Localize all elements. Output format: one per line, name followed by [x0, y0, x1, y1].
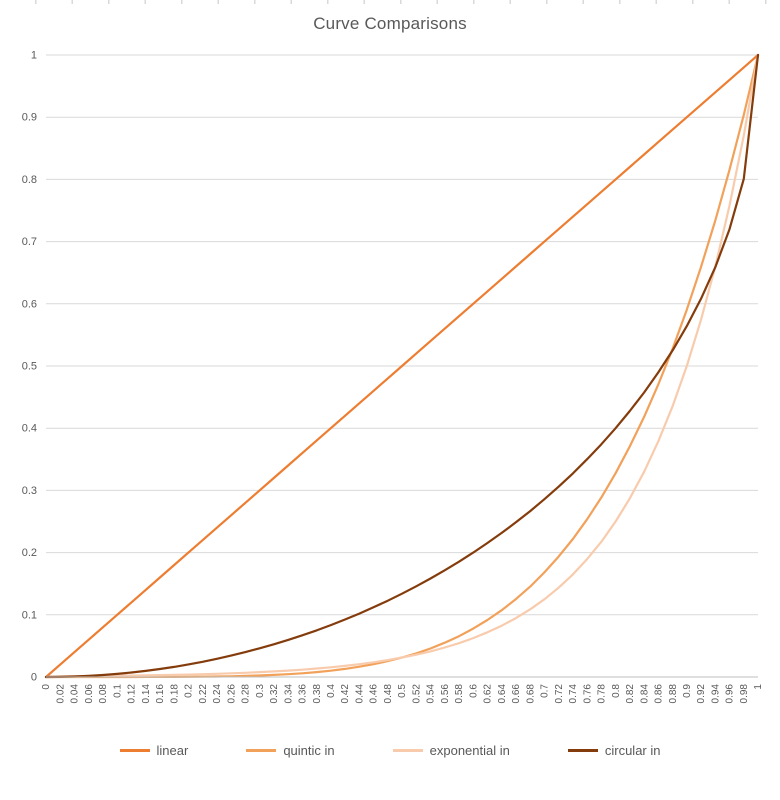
x-tick-label: 0.2	[184, 684, 195, 698]
x-tick-label: 0.62	[483, 684, 494, 704]
legend-label: quintic in	[283, 742, 335, 758]
legend-swatch-quintic-in	[246, 748, 277, 752]
x-tick-label: 0.88	[668, 684, 679, 704]
x-tick-label: 0.38	[312, 684, 323, 704]
y-tick-label: 0.5	[22, 361, 37, 373]
x-tick-label: 0.34	[283, 684, 294, 704]
y-tick-label: 0.3	[22, 485, 37, 497]
legend-label: exponential in	[429, 742, 510, 758]
x-tick-label: 0.36	[298, 684, 309, 704]
x-tick-label: 0.54	[426, 684, 437, 704]
x-tick-label: 0.94	[711, 684, 722, 704]
x-tick-label: 0.46	[369, 684, 380, 704]
x-tick-label: 0.68	[525, 684, 536, 704]
x-tick-label: 0.86	[654, 684, 665, 704]
x-tick-label: 0.18	[169, 684, 180, 704]
x-tick-label: 0.1	[112, 684, 123, 698]
x-tick-label: 0.72	[554, 684, 565, 704]
x-tick-label: 0.56	[440, 684, 451, 704]
x-tick-label: 0.28	[241, 684, 252, 704]
x-tick-label: 0.6	[468, 684, 479, 698]
y-tick-label: 0.7	[22, 236, 37, 248]
x-tick-label: 0.02	[55, 684, 66, 704]
x-tick-label: 0.96	[725, 684, 736, 704]
legend-item-circular-in[interactable]: circular in	[567, 742, 661, 758]
legend-swatch-linear	[119, 748, 150, 752]
y-tick-label: 0.8	[22, 174, 37, 186]
x-tick-label: 0.14	[141, 684, 152, 704]
y-tick-label: 0.2	[22, 547, 37, 559]
x-tick-label: 0.04	[70, 684, 81, 704]
y-tick-label: 0.9	[22, 112, 37, 124]
x-tick-label: 0	[41, 684, 52, 690]
x-tick-label: 0.84	[639, 684, 650, 704]
x-tick-label: 0.48	[383, 684, 394, 704]
x-tick-label: 0.06	[84, 684, 95, 704]
x-tick-label: 0.7	[540, 684, 551, 698]
x-tick-label: 0.52	[411, 684, 422, 704]
legend-item-quintic-in[interactable]: quintic in	[246, 742, 335, 758]
y-tick-label: 0.6	[22, 298, 37, 310]
x-tick-label: 0.64	[497, 684, 508, 704]
x-tick-label: 0.24	[212, 684, 223, 704]
y-axis-labels: 0 0.1 0.2 0.3 0.4 0.5 0.6 0.7 0.8 0.9 1	[22, 50, 37, 684]
x-tick-label: 0.08	[98, 684, 109, 704]
x-tick-label: 0.76	[582, 684, 593, 704]
x-tick-label: 0.32	[269, 684, 280, 704]
x-tick-label: 0.12	[127, 684, 138, 704]
chart-title: Curve Comparisons	[313, 14, 467, 33]
x-tick-label: 1	[753, 684, 764, 690]
x-tick-label: 0.58	[454, 684, 465, 704]
y-tick-label: 0.4	[22, 423, 37, 435]
legend-item-linear[interactable]: linear	[119, 742, 189, 758]
x-tick-label: 0.74	[568, 684, 579, 704]
x-tick-label: 0.26	[226, 684, 237, 704]
x-tick-label: 0.22	[198, 684, 209, 704]
y-tick-label: 0.1	[22, 609, 37, 621]
x-tick-label: 0.66	[511, 684, 522, 704]
legend-item-exponential-in[interactable]: exponential in	[392, 742, 510, 758]
x-tick-label: 0.42	[340, 684, 351, 704]
x-tick-label: 0.3	[255, 684, 266, 698]
series-exponential-in[interactable]	[44, 53, 760, 679]
x-tick-label: 0.82	[625, 684, 636, 704]
legend-swatch-exponential-in	[392, 748, 423, 752]
x-tick-label: 0.44	[355, 684, 366, 704]
y-tick-label: 0	[31, 672, 37, 684]
y-tick-label: 1	[31, 50, 37, 62]
x-tick-label: 0.5	[397, 684, 408, 698]
x-tick-label: 0.92	[696, 684, 707, 704]
series-linear[interactable]	[44, 53, 760, 679]
x-tick-label: 0.98	[739, 684, 750, 704]
legend-label: circular in	[604, 742, 661, 758]
x-tick-label: 0.8	[611, 684, 622, 698]
sheet-column-edges	[0, 0, 780, 4]
plot-area: 00.10.20.30.40.50.60.70.80.910 0.02 0.04 0.…	[22, 50, 764, 704]
x-axis-labels: 0 0.02 0.04 0.06 0.08 0.1 0.12 0.14 0.16 0.18 0.2 0…	[41, 684, 764, 704]
x-tick-label: 0.4	[326, 684, 337, 698]
legend: linear quintic in exponential in circular i…	[0, 736, 780, 764]
x-tick-label: 0.78	[597, 684, 608, 704]
legend-swatch-circular-in	[567, 748, 598, 752]
series-circular-in[interactable]	[44, 53, 760, 679]
legend-label: linear	[156, 742, 189, 758]
x-tick-label: 0.16	[155, 684, 166, 704]
x-tick-label: 0.9	[682, 684, 693, 698]
series-lines	[44, 53, 760, 679]
